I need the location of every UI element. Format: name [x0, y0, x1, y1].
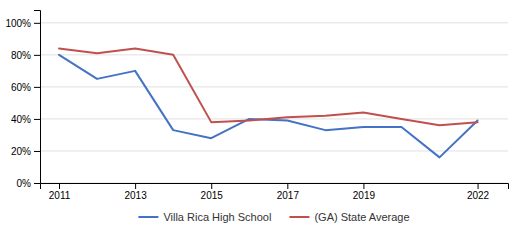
grid-line: [40, 54, 508, 55]
x-tick-label: 2011: [49, 190, 71, 201]
x-tick-label: 2017: [277, 190, 300, 201]
x-axis-line: [41, 184, 509, 190]
y-tick-label: 20%: [11, 146, 31, 157]
series-line: [59, 55, 478, 158]
legend-label: (GA) State Average: [314, 211, 409, 223]
x-tick: 2019: [353, 183, 376, 201]
x-tick-label: 2022: [467, 190, 490, 201]
x-tick: 2011: [49, 183, 71, 201]
y-axis-line: [34, 11, 41, 184]
x-tick-mark: [135, 183, 136, 189]
y-tick-label: 60%: [11, 82, 31, 93]
x-tick-label: 2019: [353, 190, 376, 201]
y-tick: 100%: [5, 18, 40, 29]
y-tick-label: 40%: [11, 114, 31, 125]
y-tick: 0%: [17, 178, 40, 189]
y-tick-mark: [34, 23, 40, 24]
plot: 0%20%40%60%80%100%2011201320152017201920…: [5, 11, 508, 202]
y-tick: 80%: [11, 50, 40, 61]
x-tick: 2013: [124, 183, 147, 201]
grid-line: [40, 22, 508, 23]
legend-swatch: [138, 216, 158, 218]
grid: [40, 23, 508, 183]
legend: Villa Rica High School (GA) State Average: [138, 211, 409, 223]
x-tick-mark: [287, 183, 288, 189]
grid-line: [40, 150, 508, 151]
y-tick-mark: [34, 55, 40, 56]
y-tick: 60%: [11, 82, 40, 93]
y-tick-label: 100%: [5, 18, 31, 29]
y-tick-mark: [34, 183, 40, 184]
legend-swatch: [289, 216, 309, 218]
chart: 0%20%40%60%80%100%2011201320152017201920…: [0, 0, 524, 229]
x-tick: 2022: [467, 183, 490, 201]
y-tick: 20%: [11, 146, 40, 157]
x-tick: 2015: [201, 183, 224, 201]
legend-item: Villa Rica High School: [138, 211, 271, 223]
legend-label: Villa Rica High School: [163, 211, 271, 223]
x-tick-label: 2013: [124, 190, 147, 201]
lines: [59, 48, 478, 157]
y-tick-mark: [34, 119, 40, 120]
y-tick-mark: [34, 151, 40, 152]
x-tick-mark: [211, 183, 212, 189]
x-tick-label: 2015: [201, 190, 224, 201]
y-tick: 40%: [11, 114, 40, 125]
series-line: [59, 48, 478, 125]
y-tick-mark: [34, 87, 40, 88]
x-tick: 2017: [277, 183, 300, 201]
x-tick-mark: [478, 183, 479, 189]
y-tick-label: 80%: [11, 50, 31, 61]
y-tick-label: 0%: [17, 178, 32, 189]
legend-item: (GA) State Average: [289, 211, 409, 223]
x-tick-mark: [363, 183, 364, 189]
x-tick-mark: [59, 183, 60, 189]
x-axis: 2011 2013 2015 2017 2019 2022: [41, 183, 509, 201]
grid-line: [40, 86, 508, 87]
y-axis: 0% 20% 40% 60% 80% 100%: [5, 11, 40, 189]
